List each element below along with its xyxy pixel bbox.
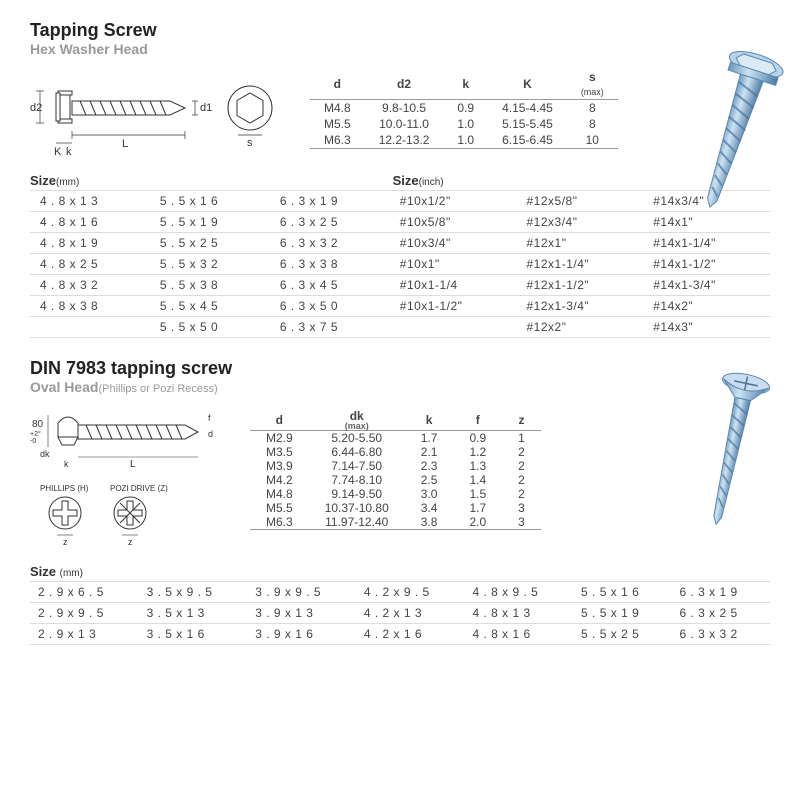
section2-spec-table: d dk(max) k f z M2.95.20-5.501.70.91M3.5…: [250, 409, 541, 530]
svg-text:POZI DRIVE (Z): POZI DRIVE (Z): [110, 484, 168, 493]
svg-text:L: L: [122, 138, 128, 150]
svg-text:L: L: [130, 459, 136, 470]
svg-text:80: 80: [32, 419, 44, 430]
svg-text:s: s: [247, 137, 253, 149]
table-row: M4.27.74-8.102.51.42: [250, 473, 541, 487]
table-row: M5.510.37-10.803.41.73: [250, 501, 541, 515]
table-row: M3.56.44-6.802.11.22: [250, 445, 541, 459]
svg-text:d: d: [208, 429, 213, 439]
svg-text:PHILLIPS (H): PHILLIPS (H): [40, 484, 89, 493]
col-K: K: [488, 69, 567, 100]
col-d2: d2: [365, 69, 444, 100]
section1-subtitle: Hex Washer Head: [30, 41, 770, 57]
section2-size-table: 2 . 9 x 6 . 53 . 5 x 9 . 53 . 9 x 9 . 54…: [30, 581, 770, 645]
table-row: M4.89.14-9.503.01.52: [250, 487, 541, 501]
table-row: 5 . 5 x 5 06 . 3 x 7 5#12x2"#14x3": [30, 317, 770, 338]
table-row: 4 . 8 x 2 55 . 5 x 3 26 . 3 x 3 8#10x1"#…: [30, 254, 770, 275]
svg-text:+2°: +2°: [30, 430, 41, 438]
size-inch-header: Size(inch): [393, 173, 444, 188]
table-row: 4 . 8 x 3 25 . 5 x 3 86 . 3 x 4 5#10x1-1…: [30, 275, 770, 296]
section2-diagram: 80 +2° -0 dk L k f d PHILLIPS (H) POZI D…: [30, 401, 225, 554]
table-row: M6.312.2-13.21.06.15-6.4510: [310, 132, 618, 149]
size2-header: Size (mm): [30, 564, 770, 579]
svg-text:k: k: [64, 459, 69, 469]
svg-text:dk: dk: [40, 449, 50, 459]
section2-size-block: Size (mm) 2 . 9 x 6 . 53 . 5 x 9 . 53 . …: [30, 564, 770, 645]
table-row: M2.95.20-5.501.70.91: [250, 431, 541, 446]
col-k: k: [443, 69, 488, 100]
table-row: 2 . 9 x 9 . 53 . 5 x 1 33 . 9 x 1 34 . 2…: [30, 603, 770, 624]
table-row: M6.311.97-12.403.82.03: [250, 515, 541, 530]
col-f: f: [453, 409, 502, 431]
section2-title: DIN 7983 tapping screw: [30, 358, 770, 379]
table-row: M3.97.14-7.502.31.32: [250, 459, 541, 473]
size-mm-header: Size(mm): [30, 173, 393, 188]
section1-size-table: 4 . 8 x 1 35 . 5 x 1 66 . 3 x 1 9#10x1/2…: [30, 190, 770, 338]
section-din7983: DIN 7983 tapping screw Oval Head(Phillip…: [30, 358, 770, 645]
col-d: d: [310, 69, 365, 100]
table-row: M5.510.0-11.01.05.15-5.458: [310, 116, 618, 132]
table-row: 2 . 9 x 1 33 . 5 x 1 63 . 9 x 1 64 . 2 x…: [30, 624, 770, 645]
col-z: z: [502, 409, 541, 431]
svg-text:f: f: [208, 413, 211, 423]
table-row: 4 . 8 x 1 65 . 5 x 1 96 . 3 x 2 5#10x5/8…: [30, 212, 770, 233]
section-tapping-screw: Tapping Screw Hex Washer Head: [30, 20, 770, 338]
hex-screw-photo: [665, 33, 800, 225]
col-d: d: [250, 409, 309, 431]
col-s: s(max): [567, 69, 618, 100]
table-row: 4 . 8 x 1 35 . 5 x 1 66 . 3 x 1 9#10x1/2…: [30, 191, 770, 212]
table-row: 2 . 9 x 6 . 53 . 5 x 9 . 53 . 9 x 9 . 54…: [30, 582, 770, 603]
table-row: 4 . 8 x 3 85 . 5 x 4 56 . 3 x 5 0#10x1-1…: [30, 296, 770, 317]
section2-subtitle: Oval Head(Phillips or Pozi Recess): [30, 379, 770, 395]
section1-diagram: d2 d1 L K k s: [30, 63, 290, 163]
col-dk: dk(max): [309, 409, 405, 431]
section1-title: Tapping Screw: [30, 20, 770, 41]
section1-spec-table: d d2 k K s(max) M4.89.8-10.50.94.15-4.45…: [310, 69, 618, 149]
table-row: M4.89.8-10.50.94.15-4.458: [310, 100, 618, 117]
svg-text:d1: d1: [200, 102, 212, 114]
svg-text:-0: -0: [30, 438, 36, 445]
svg-text:z: z: [128, 537, 133, 547]
svg-text:z: z: [63, 537, 68, 547]
table-row: 4 . 8 x 1 95 . 5 x 2 56 . 3 x 3 2#10x3/4…: [30, 233, 770, 254]
section1-size-block: Size(mm) Size(inch) 4 . 8 x 1 35 . 5 x 1…: [30, 173, 770, 338]
col-k: k: [405, 409, 454, 431]
svg-text:d2: d2: [30, 102, 42, 114]
svg-text:k: k: [66, 146, 72, 158]
svg-text:K: K: [54, 146, 62, 158]
